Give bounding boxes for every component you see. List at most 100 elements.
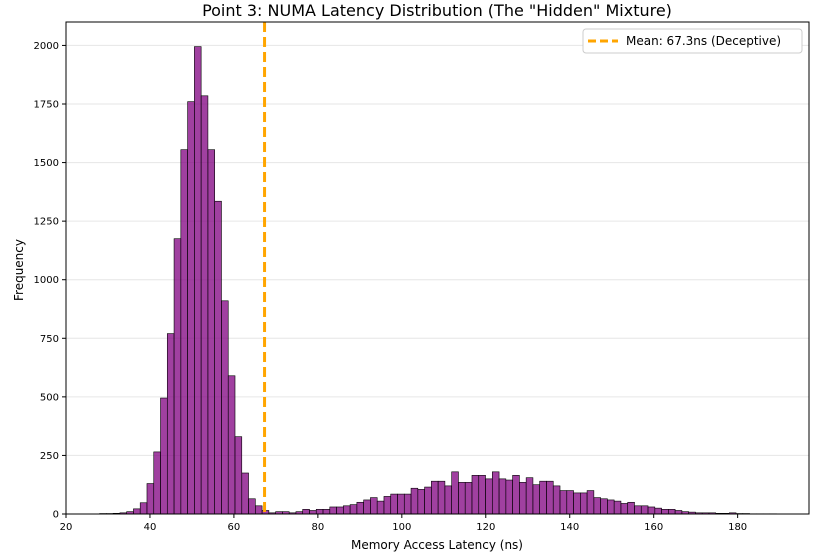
- histogram-bar: [133, 508, 141, 515]
- histogram-bar: [397, 493, 405, 515]
- histogram-bar: [410, 487, 419, 515]
- histogram-bar: [139, 502, 148, 515]
- x-tick-label: 140: [560, 522, 579, 533]
- x-axis-ticks: 20 40 60 80 100 120 140 160 180: [60, 514, 747, 533]
- y-tick-label: 250: [40, 451, 59, 462]
- y-tick-label: 500: [40, 392, 59, 403]
- histogram-bar: [668, 509, 676, 515]
- histogram-bar: [315, 509, 324, 515]
- histogram-bar: [613, 500, 622, 515]
- histogram-bar: [194, 46, 202, 515]
- histogram-bar: [417, 489, 425, 515]
- histogram-bar: [647, 506, 656, 515]
- histogram-bar: [546, 480, 554, 515]
- histogram-bar: [566, 490, 574, 515]
- histogram-bar: [160, 397, 168, 515]
- histogram-bar: [485, 478, 493, 515]
- x-tick-label: 60: [228, 522, 241, 533]
- histogram-bar: [471, 475, 480, 515]
- histogram-bar: [227, 375, 236, 515]
- histogram-bar: [221, 300, 229, 515]
- y-tick-label: 1000: [34, 275, 59, 286]
- histogram-bar: [200, 95, 209, 515]
- histogram-bar: [640, 505, 649, 515]
- histogram-bar: [586, 490, 595, 515]
- histogram-bar: [525, 477, 534, 515]
- histogram-bar: [498, 478, 507, 515]
- y-tick-label: 1750: [34, 100, 59, 111]
- x-tick-label: 40: [144, 522, 157, 533]
- histogram-bar: [674, 510, 683, 515]
- histogram-bar: [437, 480, 446, 515]
- histogram-bar: [255, 505, 263, 515]
- histogram-bar: [458, 482, 466, 515]
- histogram-bar: [491, 471, 500, 515]
- histogram-bar: [580, 492, 588, 515]
- histogram-bar: [424, 486, 432, 515]
- y-tick-label: 1500: [34, 158, 59, 169]
- histogram-bar: [234, 436, 243, 515]
- y-axis-label: Frequency: [12, 239, 26, 301]
- legend-mean-label: Mean: 67.3ns (Deceptive): [626, 34, 781, 48]
- x-tick-label: 120: [476, 522, 495, 533]
- histogram-bar: [539, 480, 547, 515]
- plot-frame: [65, 21, 810, 515]
- histogram-bar: [173, 238, 182, 515]
- x-tick-label: 160: [644, 522, 663, 533]
- histogram-bar: [302, 509, 310, 515]
- y-tick-label: 1250: [34, 217, 59, 228]
- histogram-bar: [519, 482, 527, 515]
- histogram-bar: [505, 479, 513, 515]
- x-tick-label: 80: [311, 522, 324, 533]
- y-axis-ticks: 0 250 500 750 1000 1250 1500 1750 2000: [34, 41, 66, 521]
- histogram-bar: [322, 509, 331, 515]
- histogram-bar: [187, 101, 195, 515]
- histogram-bar: [627, 501, 635, 515]
- histogram-bar: [363, 499, 371, 515]
- histogram-bar: [654, 507, 662, 515]
- histogram-bar: [403, 493, 412, 515]
- histogram-bar: [376, 500, 385, 515]
- x-tick-label: 100: [392, 522, 411, 533]
- histogram-bar: [329, 506, 337, 515]
- histogram-bar: [431, 480, 439, 515]
- histogram-bar: [343, 505, 351, 515]
- chart-title: Point 3: NUMA Latency Distribution (The …: [202, 1, 672, 20]
- histogram-bar: [552, 485, 561, 515]
- x-tick-label: 180: [728, 522, 747, 533]
- histogram-bar: [620, 503, 629, 515]
- histogram-bars: [99, 46, 777, 515]
- histogram-bar: [532, 484, 540, 515]
- histogram-bar: [248, 498, 256, 515]
- histogram-bar: [444, 485, 452, 515]
- histogram-bar: [153, 451, 161, 515]
- histogram-bar: [634, 505, 642, 515]
- y-tick-label: 2000: [34, 41, 59, 52]
- histogram-bar: [383, 496, 392, 515]
- histogram-bar: [214, 200, 222, 515]
- y-tick-label: 0: [53, 510, 59, 521]
- histogram-bar: [600, 498, 608, 515]
- legend-box: [582, 28, 803, 54]
- histogram-bar: [309, 510, 317, 515]
- histogram-bar: [661, 509, 669, 515]
- histogram-bar: [451, 471, 459, 515]
- histogram-bar: [336, 506, 344, 515]
- x-tick-label: 20: [60, 522, 73, 533]
- histogram-bar: [573, 492, 581, 515]
- legend: Mean: 67.3ns (Deceptive): [582, 28, 803, 54]
- histogram-bar: [349, 504, 358, 515]
- x-axis-label: Memory Access Latency (ns): [351, 538, 523, 552]
- histogram-bar: [559, 490, 568, 515]
- histogram-bar: [607, 499, 615, 515]
- histogram-bar: [207, 149, 215, 515]
- histogram-bar: [180, 149, 188, 515]
- histogram-bar: [593, 497, 601, 515]
- histogram-bar: [241, 472, 249, 515]
- histogram-bar: [146, 483, 155, 515]
- histogram-bar: [512, 475, 520, 515]
- histogram-bar: [464, 482, 473, 515]
- histogram-bar: [370, 497, 378, 515]
- y-tick-label: 750: [40, 334, 59, 345]
